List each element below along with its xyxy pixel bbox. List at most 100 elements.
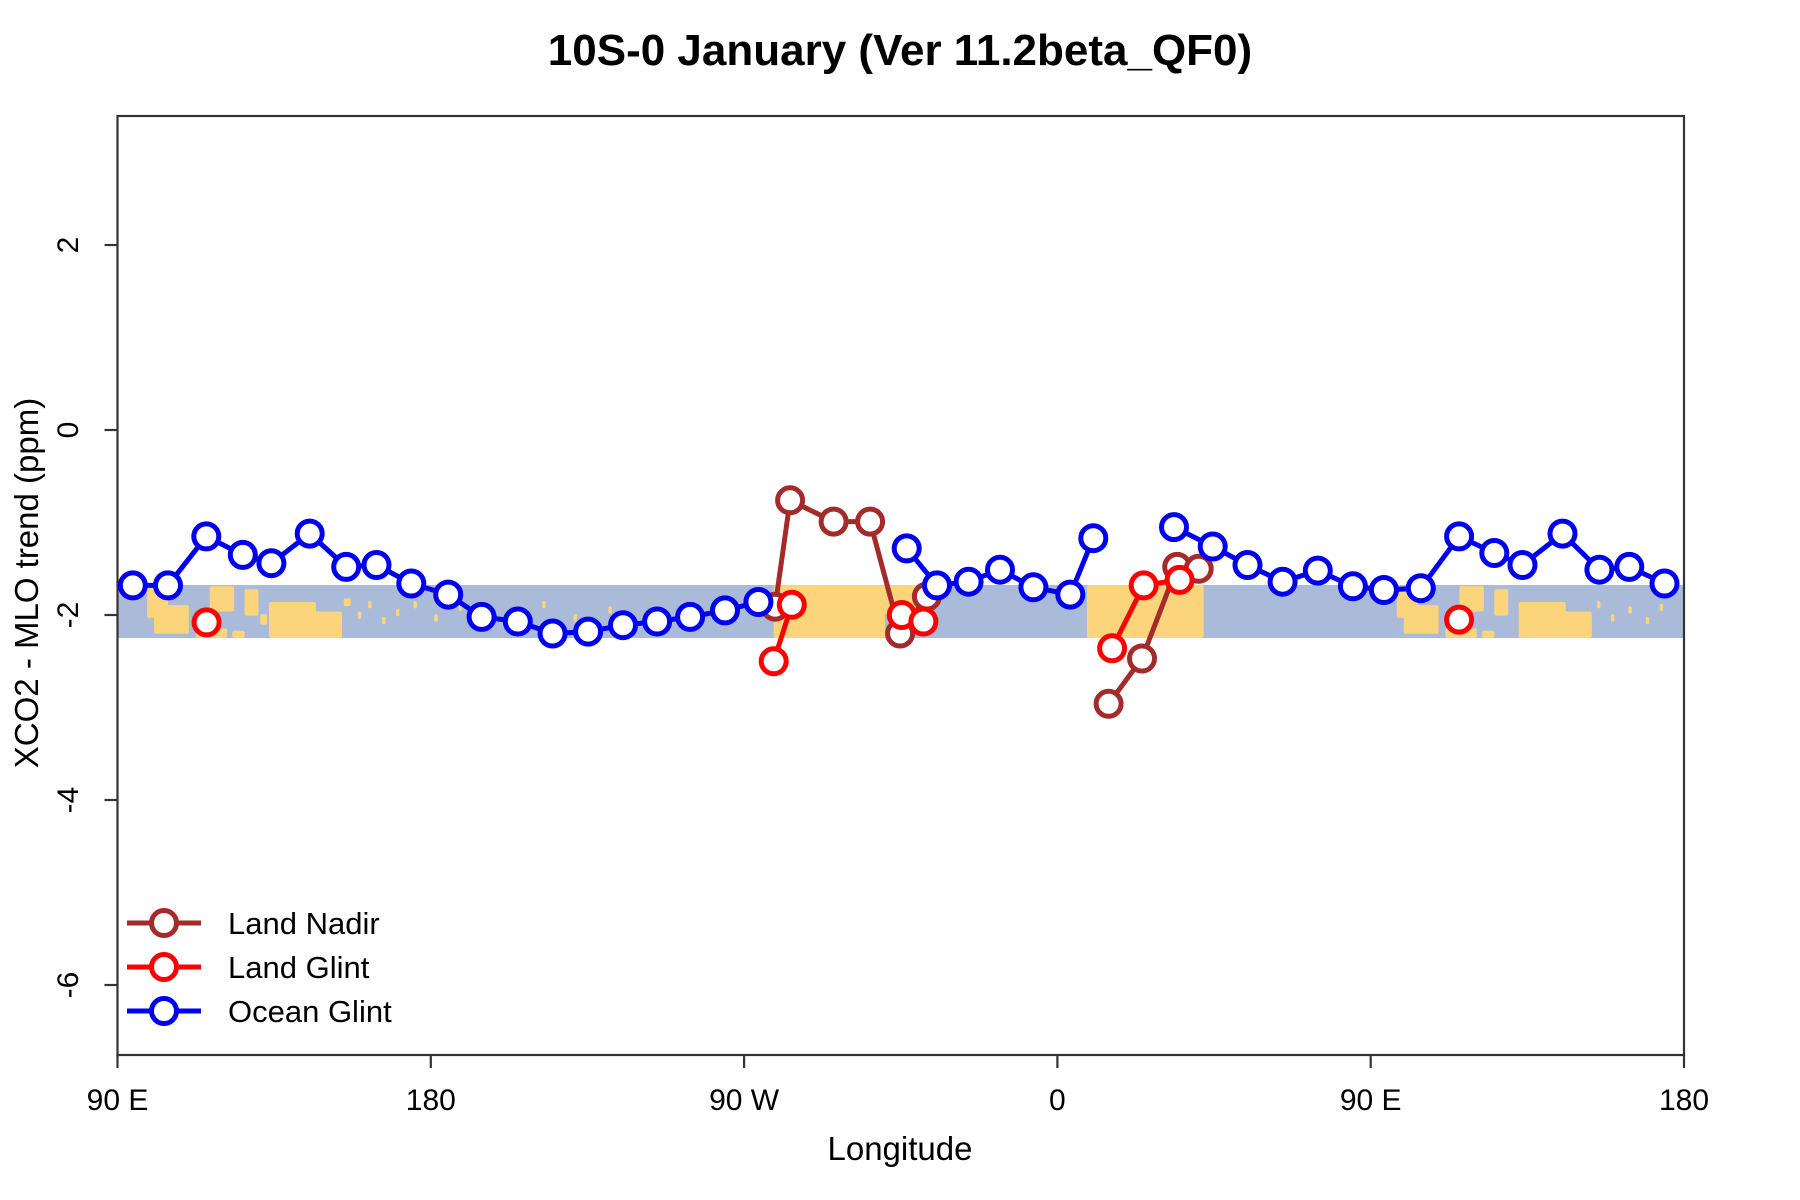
data-point-land-glint [776, 589, 807, 620]
data-point-ocean-glint [433, 579, 464, 610]
world-map-band-land [244, 589, 259, 616]
data-point-ocean-glint [466, 601, 497, 632]
data-point-ocean-glint [642, 606, 673, 637]
x-axis-tick-label: 90 W [709, 1084, 780, 1117]
data-point-ocean-glint [1405, 573, 1436, 604]
data-point-ocean-glint [117, 570, 148, 601]
world-map-band-land [1596, 600, 1601, 609]
world-map-band-land [343, 598, 351, 607]
data-point-ocean-glint [1018, 572, 1049, 603]
data-point-ocean-glint [1547, 518, 1578, 549]
data-point-land-nadir [855, 506, 886, 537]
x-axis-tick-label: 0 [1049, 1084, 1066, 1117]
chart-title: 10S-0 January (Ver 11.2beta_QF0) [547, 26, 1253, 75]
data-point-ocean-glint [675, 601, 706, 632]
data-point-ocean-glint [1649, 568, 1680, 599]
data-point-ocean-glint [294, 518, 325, 549]
legend-label-ocean-glint: Ocean Glint [228, 994, 392, 1029]
data-point-land-nadir [818, 506, 849, 537]
data-point-ocean-glint [396, 568, 427, 599]
data-point-land-nadir [1093, 688, 1124, 719]
data-point-ocean-glint [1055, 579, 1086, 610]
legend-label-land-nadir: Land Nadir [228, 906, 380, 941]
data-point-ocean-glint [1584, 554, 1615, 585]
data-point-ocean-glint [743, 587, 774, 617]
data-point-ocean-glint [1507, 550, 1538, 580]
plot-border [116, 114, 1686, 1057]
world-map-band-land [1659, 603, 1664, 612]
world-map-band-land [1403, 605, 1439, 634]
y-axis-tick-label: -6 [52, 972, 85, 999]
data-point-ocean-glint [1368, 575, 1399, 605]
x-axis-tick-label: 90 E [87, 1084, 149, 1117]
data-point-ocean-glint [227, 539, 258, 570]
data-point-ocean-glint [1159, 512, 1189, 543]
data-point-ocean-glint [1267, 566, 1298, 597]
data-point-ocean-glint [608, 610, 638, 641]
data-point-ocean-glint [985, 554, 1015, 585]
world-map-band-land [395, 608, 400, 617]
data-point-land-nadir [1127, 643, 1157, 674]
world-map-band-land [1645, 616, 1650, 625]
world-map-band-land [382, 616, 386, 625]
world-map-band-land [209, 586, 235, 612]
data-point-land-nadir [775, 485, 806, 516]
data-point-ocean-glint [922, 570, 952, 601]
x-axis-tick-label: 90 E [1340, 1084, 1402, 1117]
world-map-band-land [573, 614, 578, 622]
data-point-land-glint [1164, 564, 1195, 595]
world-map-band-land [1494, 589, 1509, 616]
world-map-band-land [608, 606, 612, 614]
data-point-ocean-glint [1479, 538, 1510, 568]
data-point-ocean-glint [1337, 571, 1368, 602]
legend-marker-land-nadir [149, 908, 179, 938]
world-map-band-land [357, 611, 362, 619]
y-axis-tick-label: 2 [52, 237, 85, 254]
data-point-ocean-glint [191, 521, 222, 552]
data-point-ocean-glint [153, 570, 183, 601]
data-point-ocean-glint [891, 533, 922, 564]
data-point-ocean-glint [1078, 523, 1109, 554]
y-axis-tick-label: -4 [52, 787, 85, 814]
data-point-land-glint [191, 607, 222, 638]
data-point-ocean-glint [1444, 521, 1475, 552]
data-point-land-glint [758, 646, 789, 677]
data-point-land-glint [1444, 604, 1475, 635]
data-point-land-glint [908, 606, 939, 637]
data-point-ocean-glint [573, 616, 604, 647]
world-map-band-land [1459, 586, 1484, 612]
x-axis-tick-label: 180 [406, 1084, 456, 1117]
y-axis-label: XCO2 - MLO trend (ppm) [8, 397, 45, 769]
world-map-band-land [413, 600, 417, 609]
world-map-band-land [1610, 614, 1615, 622]
data-point-ocean-glint [256, 548, 287, 579]
world-map-band-land [542, 600, 546, 609]
world-map-band-land [260, 614, 268, 625]
world-map-band-land [1482, 630, 1495, 639]
data-point-land-glint [1097, 633, 1128, 664]
data-point-ocean-glint [1614, 551, 1645, 582]
data-point-ocean-glint [1232, 550, 1263, 580]
legend-marker-land-glint [149, 952, 179, 982]
x-axis-tick-label: 180 [1659, 1084, 1709, 1117]
y-axis-tick-label: -2 [52, 602, 85, 629]
world-map-band-land [298, 611, 343, 639]
data-point-ocean-glint [502, 606, 533, 637]
data-point-ocean-glint [537, 618, 568, 649]
world-map-band-land [1548, 611, 1592, 639]
world-map-band-land [1628, 606, 1632, 614]
world-map-band-land [368, 600, 372, 609]
data-point-ocean-glint [1197, 531, 1228, 562]
world-map-band-land [434, 614, 438, 622]
world-map-band-land [1086, 585, 1204, 639]
data-point-land-glint [1128, 570, 1159, 601]
y-axis-tick-label: 0 [52, 422, 85, 439]
data-point-ocean-glint [361, 550, 392, 580]
x-axis-label: Longitude [827, 1130, 973, 1167]
data-point-ocean-glint [953, 566, 984, 597]
data-point-ocean-glint [1302, 555, 1333, 586]
data-point-ocean-glint [331, 551, 362, 582]
data-point-ocean-glint [710, 595, 740, 626]
